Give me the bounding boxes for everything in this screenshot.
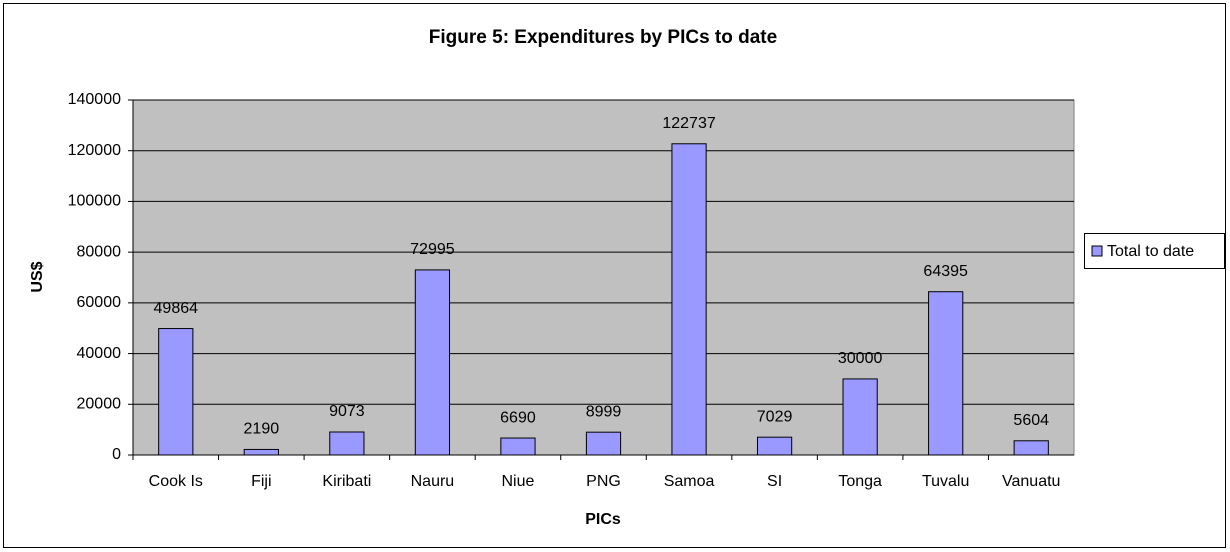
legend xyxy=(1084,233,1225,269)
y-axis-label: US$ xyxy=(29,261,46,292)
data-label: 7029 xyxy=(757,408,793,425)
x-tick-label: Tuvalu xyxy=(922,473,969,490)
y-tick-label: 140000 xyxy=(68,91,121,108)
x-tick-label: Tonga xyxy=(838,473,882,490)
bar xyxy=(329,431,365,456)
bar xyxy=(414,269,451,456)
bar xyxy=(585,431,622,456)
bar xyxy=(158,328,194,456)
bar xyxy=(842,378,878,456)
y-tick-label: 40000 xyxy=(77,345,122,362)
x-axis-label: PICs xyxy=(585,511,621,528)
x-tick-label: Kiribati xyxy=(322,473,371,490)
y-tick-label: 120000 xyxy=(68,142,121,159)
x-tick-label: Niue xyxy=(502,473,535,490)
data-label: 64395 xyxy=(923,263,968,280)
x-tick-label: Vanuatu xyxy=(1002,473,1060,490)
x-tick-label: SI xyxy=(767,473,782,490)
x-tick-label: Samoa xyxy=(664,473,715,490)
bar xyxy=(1013,440,1049,456)
y-tick-label: 80000 xyxy=(77,243,122,260)
bar xyxy=(928,291,964,456)
bar xyxy=(243,448,279,456)
y-tick-label: 20000 xyxy=(77,396,122,413)
bar xyxy=(500,437,536,456)
bar xyxy=(671,143,707,456)
data-label: 49864 xyxy=(154,300,199,317)
y-tick-label: 60000 xyxy=(77,294,122,311)
x-tick-label: Fiji xyxy=(251,473,271,490)
plot-area xyxy=(132,99,1075,456)
chart-title: Figure 5: Expenditures by PICs to date xyxy=(429,27,777,48)
x-tick-label: PNG xyxy=(586,473,621,490)
data-label: 9073 xyxy=(329,403,365,420)
legend-swatch xyxy=(1091,245,1103,257)
data-label: 5604 xyxy=(1013,412,1049,429)
x-tick-label: Nauru xyxy=(411,473,455,490)
data-label: 6690 xyxy=(500,409,536,426)
y-tick-label: 0 xyxy=(112,446,121,463)
data-label: 122737 xyxy=(662,115,715,132)
data-label: 72995 xyxy=(410,241,455,258)
x-tick-label: Cook Is xyxy=(149,473,203,490)
legend-label: Total to date xyxy=(1107,243,1194,260)
bar xyxy=(756,436,793,456)
y-tick-label: 100000 xyxy=(68,193,121,210)
data-label: 2190 xyxy=(244,421,280,438)
data-label: 8999 xyxy=(586,403,622,420)
data-label: 30000 xyxy=(838,350,883,367)
